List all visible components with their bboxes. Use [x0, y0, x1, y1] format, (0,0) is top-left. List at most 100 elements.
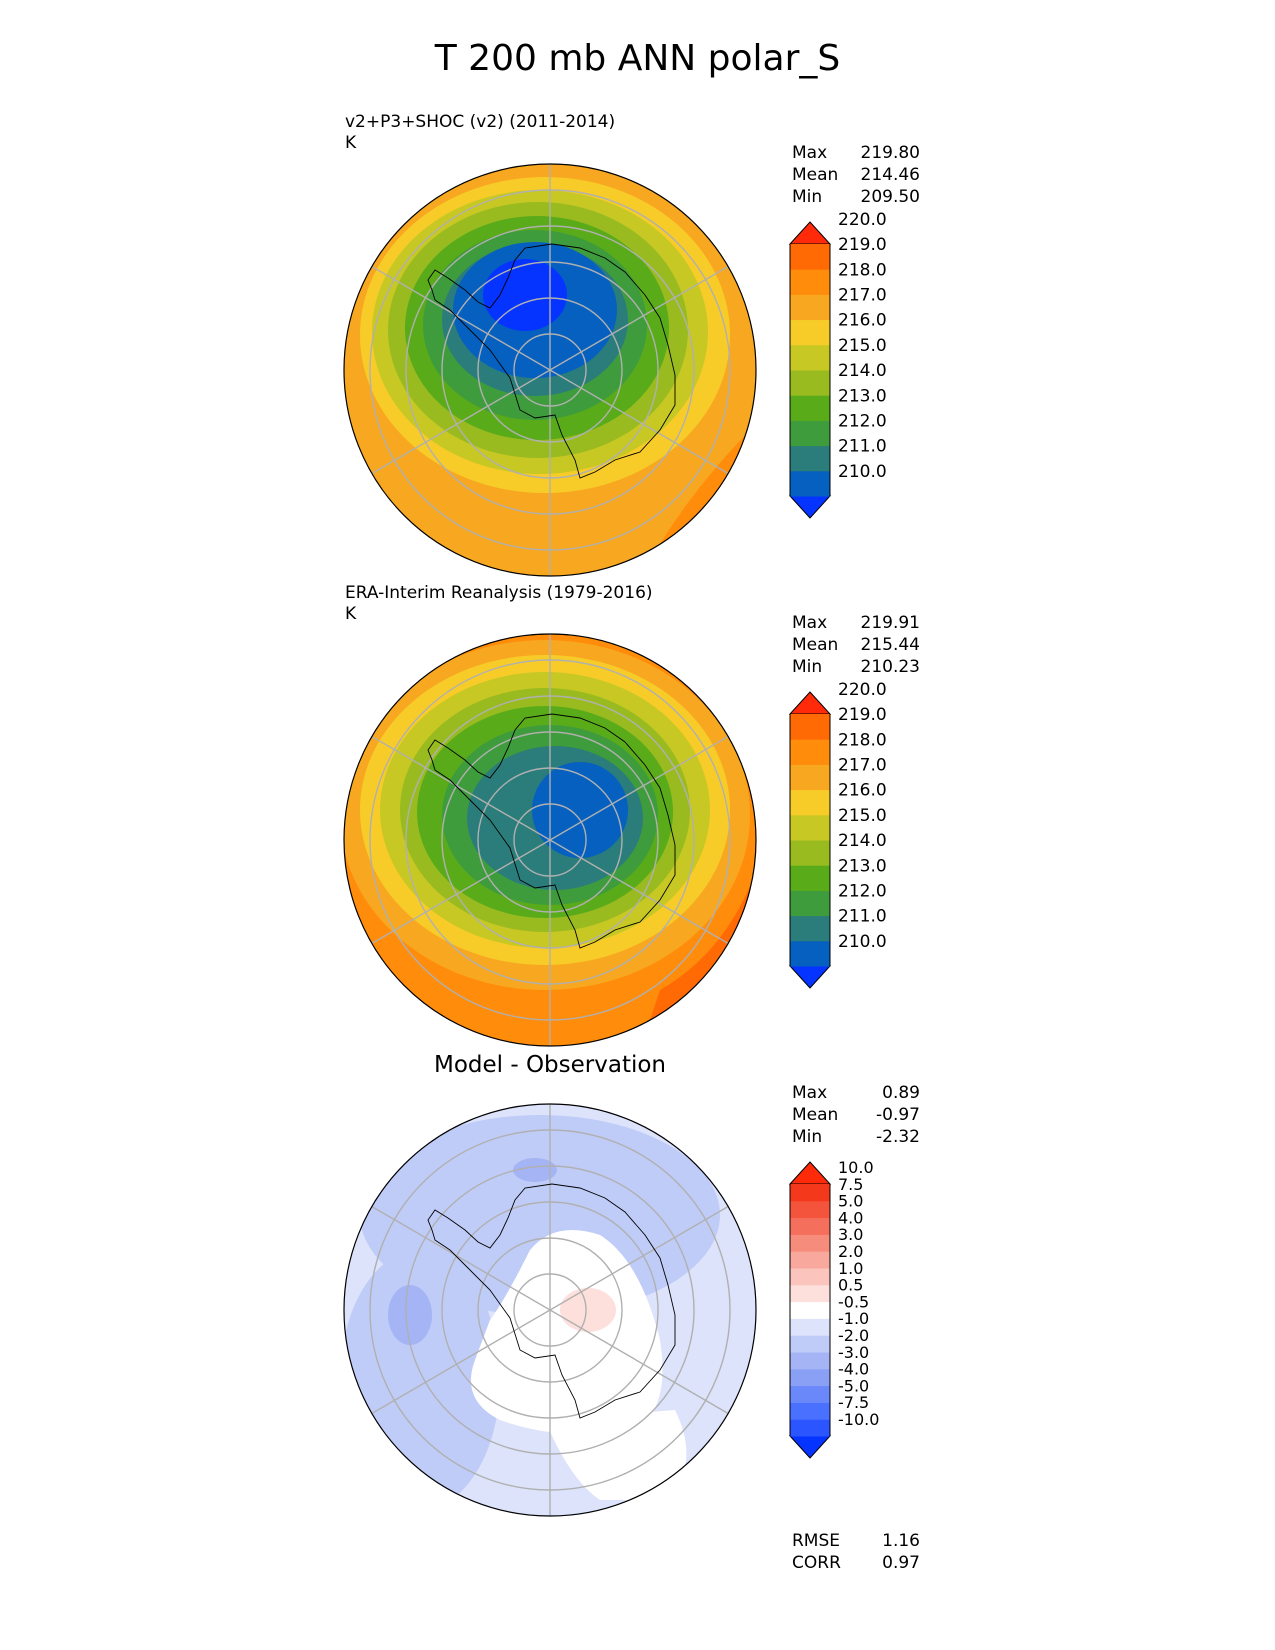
panel3-band-near-zero-lower — [545, 1410, 687, 1500]
panel1-colorbar: 220.0 219.0 218.0 217.0 216.0 215.0 214.0 213.0… — [788, 210, 887, 519]
panel1-colorbar-segment — [790, 370, 830, 396]
panel2-map — [343, 633, 757, 1047]
panel2-colorbar-tick-label: 213.0 — [838, 856, 887, 876]
panel3-colorbar-tick-label: 7.5 — [838, 1175, 863, 1194]
panel2-stats: Max 219.91 Mean 215.44 Min 210.23 — [792, 612, 920, 678]
panel2-colorbar-segment — [790, 890, 830, 917]
panel2-mean-value: 215.44 — [860, 635, 920, 655]
panel2-colorbar-segment — [790, 915, 830, 942]
panel1-colorbar-segment — [790, 395, 830, 421]
panel3-colorbar-tick-label: -10.0 — [838, 1410, 879, 1429]
panel2-mean-label: Mean — [792, 635, 839, 655]
panel2-colorbar-segment — [790, 940, 830, 967]
panel1-colorbar-tick-label: 213.0 — [838, 386, 887, 406]
panel3-metrics: RMSE 1.16 CORR 0.97 — [792, 1530, 920, 1574]
panel1-band-210 — [483, 259, 567, 331]
panel3-title: Model - Observation — [433, 1052, 667, 1078]
panel1-colorbar-segment — [790, 319, 830, 346]
panel1-coastline — [427, 243, 676, 479]
panel3-colorbar-tick-label: -3.0 — [838, 1343, 869, 1362]
panel3-colorbar-tick-label: 0.5 — [838, 1276, 863, 1295]
panel1-min-label: Min — [792, 187, 823, 207]
panel2-colorbar-tick-label: 219.0 — [838, 705, 887, 725]
panel2-colorbar-segment — [790, 764, 830, 791]
panel1-min-value: 209.50 — [860, 187, 920, 207]
panel3-colorbar-segment — [790, 1368, 830, 1387]
panel3-colorbar: 10.07.55.04.03.02.01.00.5-0.5-1.0-2.0-3.… — [788, 1158, 879, 1459]
panel3-colorbar-tick-label: 3.0 — [838, 1225, 863, 1244]
panel3-colorbar-tick-label: -1.0 — [838, 1309, 869, 1328]
panel3-colorbar-extend-min — [788, 1435, 832, 1459]
panel1-colorbar-extend-min — [788, 495, 832, 519]
panel3-min-label: Min — [792, 1127, 823, 1147]
panel1-colorbar-frame — [789, 244, 831, 496]
panel2-colorbar: 220.0 219.0 218.0 217.0 216.0 215.0 214.0 213.0… — [788, 680, 887, 989]
panel2-colorbar-segment — [790, 840, 830, 866]
panel1-map — [343, 163, 757, 577]
panel2-colorbar-tick-label: 217.0 — [838, 756, 887, 776]
panel2-colorbar-tick-label: 211.0 — [838, 907, 887, 927]
panel3-mean-value: -0.97 — [876, 1105, 920, 1125]
panel1-colorbar-tick-label: 217.0 — [838, 286, 887, 306]
panel2-min-label: Min — [792, 657, 823, 677]
panel1-units: K — [345, 133, 357, 153]
panel3-map — [343, 1103, 757, 1517]
panel3-colorbar-frame — [789, 1184, 831, 1436]
panel3-corr-label: CORR — [792, 1553, 841, 1573]
panel3-colorbar-tick-label: -4.0 — [838, 1360, 869, 1379]
panel1-colorbar-tick-label: 219.0 — [838, 235, 887, 255]
panel3-max-label: Max — [792, 1083, 828, 1103]
panel3-colorbar-tick-label: 5.0 — [838, 1192, 863, 1211]
panel1-colorbar-segment — [790, 244, 830, 270]
panel3-min-value: -2.32 — [876, 1127, 920, 1147]
panel1-colorbar-tick-label: 211.0 — [838, 437, 887, 457]
panel1-max-value: 219.80 — [860, 143, 920, 163]
panel1-colorbar-extend-max — [788, 221, 832, 245]
panel2-colorbar-tick-label: 214.0 — [838, 831, 887, 851]
panel1-colorbar-tick-label: 212.0 — [838, 412, 887, 432]
panel3-colorbar-segment — [790, 1352, 830, 1370]
panel1-stats: Max 219.80 Mean 214.46 Min 209.50 — [792, 142, 920, 208]
panel1-colorbar-segment — [790, 470, 830, 497]
panel2-title-block: ERA-Interim Reanalysis (1979-2016) K — [345, 583, 653, 625]
panel3-colorbar-tick-label: -0.5 — [838, 1292, 869, 1311]
panel3-colorbar-tick-label: 4.0 — [838, 1208, 863, 1227]
panel1-graticule — [344, 164, 756, 576]
panel3-coastline — [427, 1183, 676, 1419]
panel1-colorbar-segment — [790, 420, 830, 447]
panel2-colorbar-segment — [790, 714, 830, 740]
panel3-colorbar-segment — [790, 1184, 830, 1202]
panel1-colorbar-tick-label: 218.0 — [838, 260, 887, 280]
panel3-colorbar-segment — [790, 1318, 830, 1336]
panel2-units: K — [345, 604, 357, 624]
panel2-graticule — [344, 634, 756, 1046]
panel1-colorbar-segment — [790, 344, 830, 371]
panel1-colorbar-segment — [790, 294, 830, 321]
panel3-stats: Max 0.89 Mean -0.97 Min -2.32 — [792, 1082, 920, 1148]
panel2-colorbar-tick-label: 210.0 — [838, 932, 887, 952]
figure-title: T 200 mb ANN polar_S — [434, 38, 841, 79]
panel3-colorbar-segment — [790, 1385, 830, 1403]
panel3-band-near-zero — [470, 1230, 663, 1434]
panel2-colorbar-segment — [790, 739, 830, 765]
panel2-colorbar-frame — [789, 714, 831, 966]
panel2-map-boundary — [343, 633, 757, 1047]
panel3-colorbar-segment — [790, 1301, 830, 1319]
panel3-rmse-label: RMSE — [792, 1531, 841, 1551]
panel2-title: ERA-Interim Reanalysis (1979-2016) — [345, 583, 653, 603]
panel2-colorbar-extend-max — [788, 691, 832, 715]
panel3-colorbar-tick-label: 2.0 — [838, 1242, 863, 1261]
panel3-colorbar-tick-label: 1.0 — [838, 1259, 863, 1278]
panel1-max-label: Max — [792, 143, 828, 163]
panel3-colorbar-segment — [790, 1200, 830, 1219]
panel3-band-pos05 — [560, 1288, 616, 1332]
panel2-colorbar-tick-label: 220.0 — [838, 680, 887, 700]
panel1-colorbar-tick-label: 210.0 — [838, 462, 887, 482]
panel2-max-value: 219.91 — [860, 613, 920, 633]
panel3-band-neg2 — [388, 1285, 432, 1345]
panel1-colorbar-tick-label: 220.0 — [838, 210, 887, 230]
panel2-colorbar-tick-label: 218.0 — [838, 730, 887, 750]
panel3-colorbar-extend-max — [788, 1161, 832, 1185]
panel1-colorbar-tick-label: 215.0 — [838, 336, 887, 356]
panel2-colorbar-tick-label: 215.0 — [838, 806, 887, 826]
